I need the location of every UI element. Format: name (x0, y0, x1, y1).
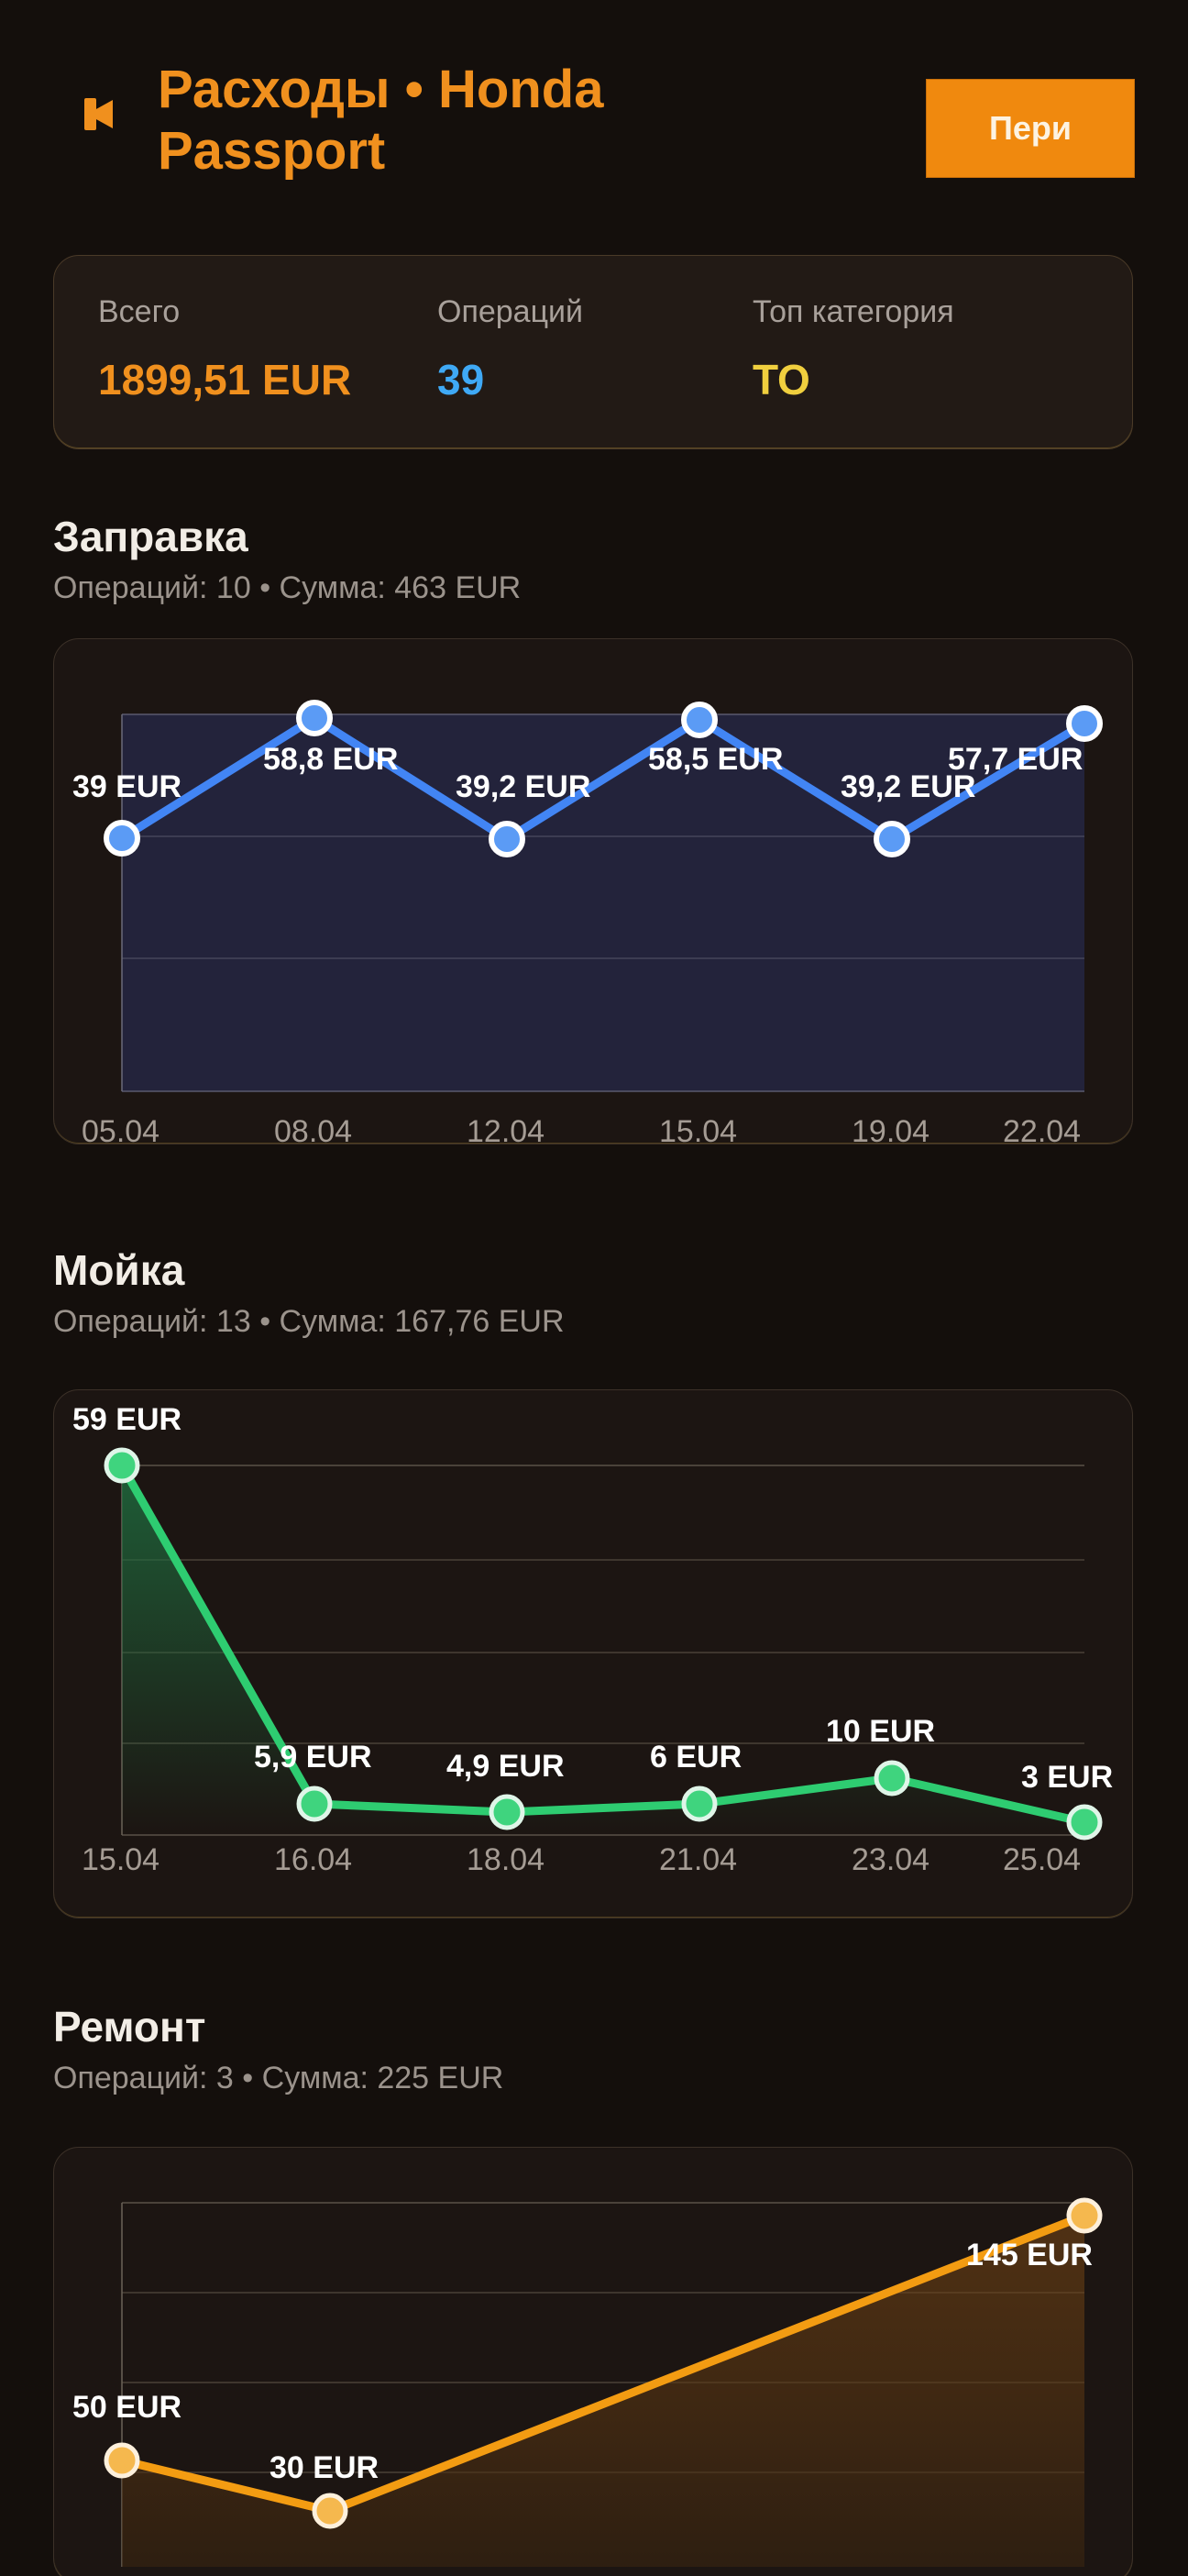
svg-text:50 EUR: 50 EUR (72, 2390, 182, 2425)
svg-text:19.04: 19.04 (852, 1114, 930, 1149)
svg-text:30 EUR: 30 EUR (270, 2450, 379, 2485)
svg-text:4,9 EUR: 4,9 EUR (446, 1749, 565, 1784)
svg-text:57,7 EUR: 57,7 EUR (948, 742, 1083, 777)
svg-text:145 EUR: 145 EUR (966, 2238, 1093, 2272)
svg-text:6 EUR: 6 EUR (650, 1740, 742, 1774)
svg-text:39,2 EUR: 39,2 EUR (456, 769, 590, 804)
svg-text:58,8 EUR: 58,8 EUR (263, 742, 398, 777)
svg-text:23.04: 23.04 (852, 1842, 930, 1877)
svg-text:22.04: 22.04 (1003, 1114, 1081, 1149)
svg-text:3 EUR: 3 EUR (1021, 1760, 1113, 1795)
svg-text:12.04: 12.04 (467, 1114, 544, 1149)
svg-text:59 EUR: 59 EUR (72, 1402, 182, 1437)
svg-text:39 EUR: 39 EUR (72, 769, 182, 804)
svg-text:18.04: 18.04 (467, 1842, 544, 1877)
svg-text:25.04: 25.04 (1003, 1842, 1081, 1877)
svg-text:15.04: 15.04 (659, 1114, 737, 1149)
svg-text:5,9 EUR: 5,9 EUR (254, 1740, 372, 1774)
svg-text:10 EUR: 10 EUR (826, 1714, 935, 1749)
svg-text:58,5 EUR: 58,5 EUR (648, 742, 783, 777)
svg-text:08.04: 08.04 (274, 1114, 352, 1149)
svg-text:16.04: 16.04 (274, 1842, 352, 1877)
svg-text:21.04: 21.04 (659, 1842, 737, 1877)
svg-text:15.04: 15.04 (82, 1842, 160, 1877)
svg-text:05.04: 05.04 (82, 1114, 160, 1149)
